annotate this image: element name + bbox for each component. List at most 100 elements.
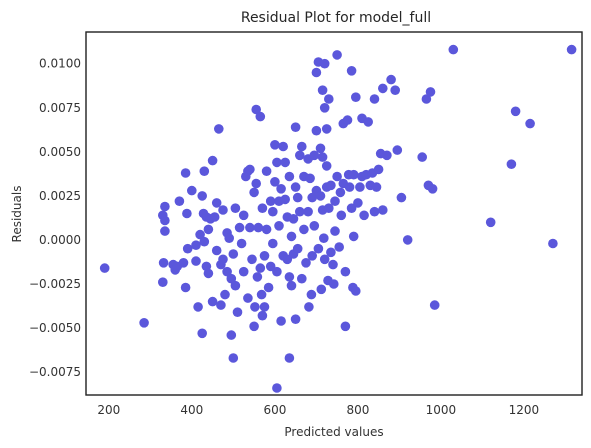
y-tick-label: −0.0025: [29, 277, 81, 291]
data-point: [268, 206, 278, 217]
data-point: [548, 238, 558, 249]
y-tick-label: 0.0075: [39, 101, 81, 115]
data-point: [290, 122, 301, 132]
data-point: [238, 266, 249, 277]
data-point: [257, 203, 268, 213]
data-point: [307, 192, 318, 203]
data-point: [245, 222, 255, 233]
data-point: [182, 243, 193, 254]
data-point: [251, 178, 261, 189]
data-point: [292, 192, 303, 203]
data-point: [309, 150, 320, 161]
data-point: [226, 330, 237, 340]
data-point: [232, 307, 243, 318]
data-point: [326, 247, 336, 258]
data-point: [160, 226, 170, 236]
x-axis-ticks: 200 400 600 800 1000 1200: [97, 403, 539, 417]
data-point: [306, 289, 317, 300]
data-point: [255, 263, 266, 273]
data-point: [272, 266, 282, 277]
data-point: [390, 85, 401, 95]
data-point: [218, 205, 228, 215]
data-point: [359, 210, 369, 221]
data-point: [315, 143, 326, 154]
data-point: [226, 273, 237, 284]
data-point: [265, 196, 276, 206]
data-point: [280, 194, 291, 205]
x-tick-label: 600: [263, 403, 286, 417]
data-point: [319, 103, 330, 113]
data-point: [297, 141, 307, 152]
data-point: [485, 217, 496, 228]
y-tick-label: 0.0050: [39, 145, 81, 159]
data-point: [203, 224, 214, 235]
data-point: [272, 157, 282, 168]
data-point: [301, 258, 311, 268]
data-point: [278, 141, 289, 152]
x-tick-label: 800: [346, 403, 369, 417]
data-point: [174, 196, 185, 206]
data-point: [218, 254, 228, 265]
data-point: [284, 272, 295, 282]
data-point: [249, 321, 259, 332]
data-point: [236, 238, 247, 249]
data-point: [295, 206, 305, 217]
plot-area: [85, 31, 583, 396]
data-point: [272, 383, 282, 393]
data-point: [255, 111, 266, 122]
y-axis-ticks: −0.0075 −0.0050 −0.0025 0.0000 0.0025 0.0050 0…: [29, 57, 81, 379]
data-point: [417, 152, 428, 162]
data-point: [386, 74, 396, 85]
data-point: [319, 58, 330, 69]
data-point: [261, 166, 272, 176]
data-point: [259, 251, 270, 261]
data-point: [203, 268, 214, 279]
data-point: [270, 177, 280, 187]
data-point: [336, 210, 347, 221]
data-point: [259, 302, 270, 312]
data-point: [211, 198, 222, 208]
data-point: [506, 159, 517, 169]
data-point: [309, 221, 320, 231]
data-point: [334, 242, 345, 252]
data-point: [276, 316, 286, 326]
data-point: [340, 266, 351, 277]
data-point: [332, 171, 342, 182]
data-point: [324, 203, 334, 213]
data-point: [253, 222, 264, 233]
data-point: [295, 150, 305, 161]
x-tick-label: 200: [97, 403, 120, 417]
data-point: [340, 321, 351, 332]
data-point: [510, 106, 521, 117]
data-point: [330, 196, 340, 206]
x-tick-label: 1200: [509, 403, 540, 417]
data-point: [348, 231, 359, 242]
data-point: [222, 266, 232, 277]
data-point: [297, 273, 307, 284]
data-point: [247, 254, 257, 265]
data-point: [180, 282, 191, 293]
data-point: [355, 182, 365, 192]
data-point: [353, 198, 363, 208]
data-point: [525, 118, 535, 129]
data-point: [348, 169, 359, 180]
data-point: [369, 94, 380, 104]
data-point: [313, 243, 324, 254]
y-tick-label: −0.0050: [29, 321, 81, 335]
data-point: [158, 258, 169, 268]
data-point: [207, 155, 218, 166]
data-point: [187, 185, 197, 196]
data-point: [288, 214, 299, 224]
data-point: [207, 296, 218, 307]
data-point: [332, 50, 342, 60]
data-point: [319, 233, 329, 243]
data-point: [261, 224, 272, 235]
data-point: [249, 187, 259, 198]
data-point: [421, 94, 432, 104]
data-point: [280, 157, 291, 168]
data-point: [274, 221, 284, 231]
data-point: [316, 284, 327, 295]
data-point: [371, 182, 382, 192]
y-tick-label: −0.0075: [29, 365, 81, 379]
